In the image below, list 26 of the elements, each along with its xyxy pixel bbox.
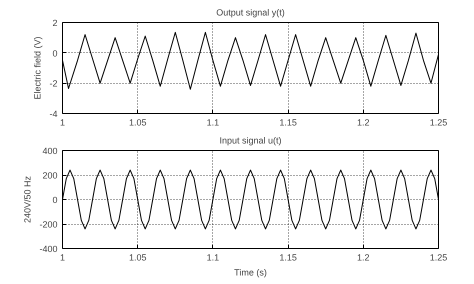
y-axis-title: 240V/50 Hz bbox=[22, 175, 32, 224]
chart-title: Input signal u(t) bbox=[219, 136, 282, 146]
x-tick-label: 1.2 bbox=[357, 252, 370, 262]
chart-title: Output signal y(t) bbox=[216, 8, 285, 18]
x-tick-label: 1.25 bbox=[430, 118, 448, 128]
y-tick-label: -2 bbox=[50, 78, 58, 89]
y-tick-label: 0 bbox=[52, 48, 58, 58]
x-tick-label: 1.25 bbox=[430, 252, 448, 262]
y-tick-label: 200 bbox=[42, 170, 58, 180]
x-tick-label: 1.2 bbox=[357, 118, 370, 128]
x-tick-label: 1.1 bbox=[206, 118, 220, 128]
x-tick-label: 1.05 bbox=[128, 118, 146, 128]
y-tick-label: -400 bbox=[39, 244, 58, 254]
y-tick-label: -4 bbox=[50, 109, 58, 119]
y-axis-title: Electric field (V) bbox=[32, 36, 42, 100]
x-tick-label: 1.1 bbox=[206, 252, 220, 262]
y-tick-label: 0 bbox=[52, 195, 58, 205]
y-tick-label: 400 bbox=[42, 146, 58, 156]
x-tick-label: 1.05 bbox=[128, 252, 146, 262]
x-axis-title: Time (s) bbox=[234, 268, 267, 278]
x-tick-label: 1 bbox=[60, 252, 66, 262]
x-tick-label: 1.15 bbox=[279, 252, 297, 262]
x-tick-label: 1.15 bbox=[279, 118, 297, 128]
y-tick-label: -200 bbox=[39, 220, 58, 230]
y-tick-label: 2 bbox=[52, 18, 58, 28]
x-tick-label: 1 bbox=[60, 118, 66, 128]
